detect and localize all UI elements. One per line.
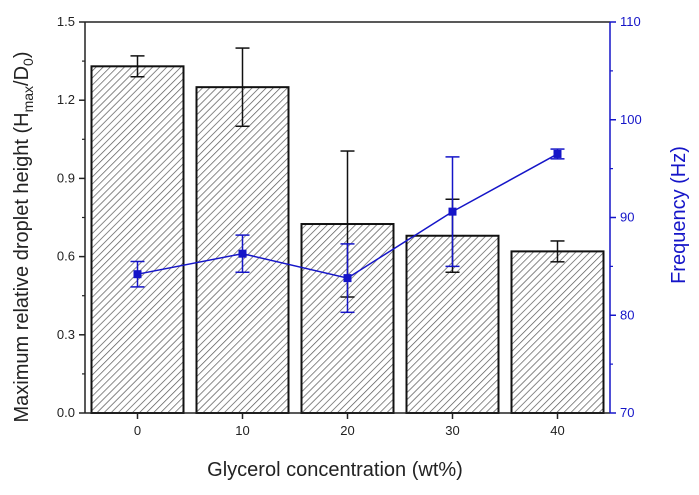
- y2-tick-label: 100: [620, 112, 642, 127]
- frequency-point-20: [343, 274, 352, 283]
- x-tick-label: 20: [340, 423, 354, 438]
- y2-tick-label: 80: [620, 307, 634, 322]
- y2-axis-title: Frequency (Hz): [668, 146, 690, 284]
- y-tick-label: 0.6: [57, 249, 75, 264]
- y2-tick-label: 90: [620, 210, 634, 225]
- frequency-point-10: [238, 249, 247, 258]
- y-tick-label: 1.2: [57, 92, 75, 107]
- y2-tick-label: 110: [620, 14, 641, 29]
- axes: 0 10 20 30 40 0.0 0.3 0.6 0.9 1.2 1.5 70 80 90 100 110: [57, 14, 642, 438]
- bar-40: [510, 250, 605, 414]
- x-tick-label: 40: [550, 423, 564, 438]
- y-tick-label: 1.5: [57, 14, 75, 29]
- y-axis-title-suffix: ): [11, 51, 33, 58]
- y-tick-label: 0.3: [57, 327, 75, 342]
- x-tick-label: 30: [445, 423, 459, 438]
- frequency-point-30: [448, 207, 457, 216]
- x-tick-label: 10: [235, 423, 249, 438]
- y-axis-title-d-sub: 0: [20, 58, 36, 66]
- y-tick-label: 0.0: [57, 405, 75, 420]
- axis-labels: Glycerol concentration (wt%) Maximum rel…: [11, 51, 690, 481]
- x-axis-title: Glycerol concentration (wt%): [207, 459, 463, 481]
- y-axis-title: Maximum relative droplet height (Hmax/D0…: [11, 51, 36, 422]
- y2-tick-label: 70: [620, 405, 634, 420]
- y-axis-title-h-sub: max: [20, 86, 36, 112]
- bar-series: [90, 65, 605, 415]
- y-axis-title-h: H: [11, 112, 33, 126]
- y-axis-title-d: /D: [11, 66, 33, 86]
- y-tick-label: 0.9: [57, 170, 75, 185]
- frequency-point-0: [133, 270, 142, 279]
- frequency-series: [130, 148, 565, 314]
- y-axis-title-prefix: Maximum relative droplet height (: [11, 127, 33, 423]
- x-tick-label: 0: [134, 423, 141, 438]
- frequency-point-40: [553, 149, 562, 158]
- bar-0: [90, 65, 185, 415]
